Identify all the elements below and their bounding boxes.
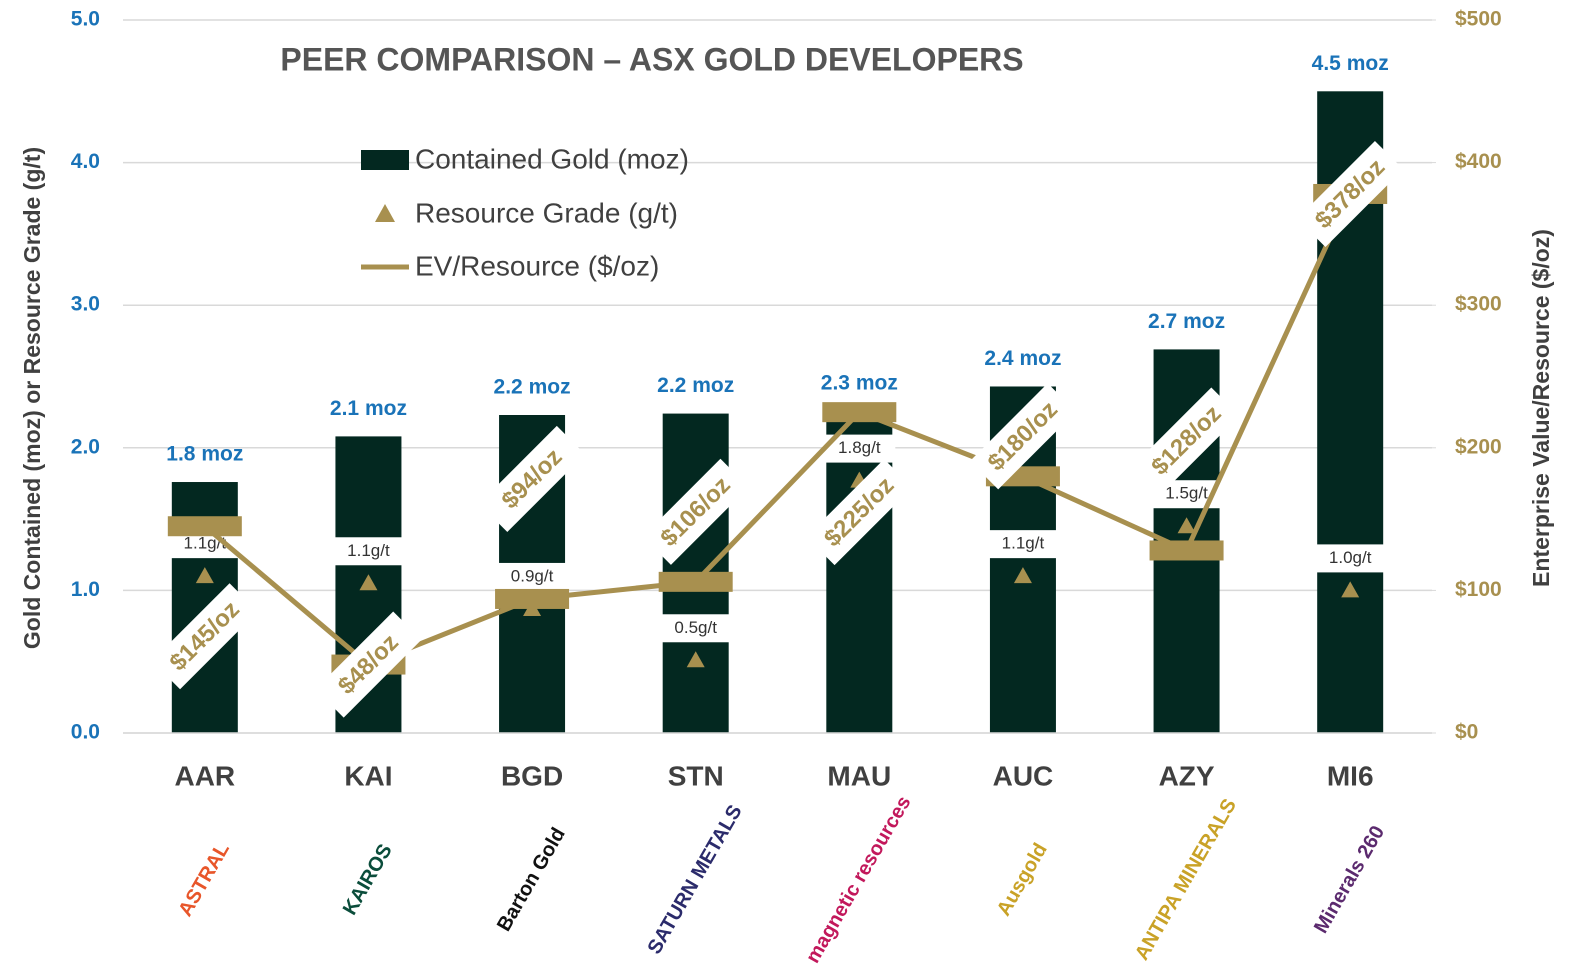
x-tick-label: AZY bbox=[1159, 760, 1215, 791]
grade-label-box bbox=[332, 537, 405, 566]
grade-value-label: 1.5g/t bbox=[1165, 484, 1208, 503]
x-tick-label: MI6 bbox=[1327, 760, 1374, 791]
ev-label-box bbox=[1297, 140, 1404, 248]
legend-label: Contained Gold (moz) bbox=[415, 143, 689, 174]
bar-value-label: 2.7 moz bbox=[1148, 310, 1225, 333]
grade-marker bbox=[686, 651, 705, 668]
grade-value-label: 1.1g/t bbox=[1002, 534, 1045, 553]
ev-label-box bbox=[479, 425, 586, 532]
grade-marker bbox=[1177, 517, 1196, 534]
bar-value-label: 4.5 moz bbox=[1312, 52, 1389, 75]
grade-label-box bbox=[986, 530, 1059, 559]
ev-label-box bbox=[151, 583, 258, 690]
legend-swatch bbox=[375, 204, 395, 222]
company-logo: KAIROS bbox=[339, 840, 397, 918]
y-tick-label: 2.0 bbox=[71, 435, 100, 458]
grade-marker bbox=[359, 574, 378, 591]
y-axis-label: Gold Contained (moz) or Resource Grade (… bbox=[19, 147, 45, 649]
x-tick-label: STN bbox=[668, 760, 724, 791]
ev-label-box bbox=[806, 459, 913, 566]
company-logo: Barton Gold bbox=[493, 824, 570, 935]
bar-value-label: 2.3 moz bbox=[821, 371, 898, 394]
legend-label: EV/Resource ($/oz) bbox=[415, 250, 659, 281]
x-tick-label: KAI bbox=[344, 760, 392, 791]
grade-value-label: 0.9g/t bbox=[511, 566, 554, 585]
ev-marker bbox=[822, 402, 897, 423]
grade-value-label: 0.5g/t bbox=[674, 618, 717, 637]
ev-marker bbox=[1149, 540, 1224, 561]
company-logo: ANTIPA MINERALS bbox=[1131, 795, 1241, 964]
ev-marker bbox=[167, 516, 242, 537]
y2-tick-label: $300 bbox=[1455, 293, 1502, 316]
ev-marker bbox=[658, 571, 733, 592]
y2-tick-label: $0 bbox=[1455, 721, 1478, 744]
ev-label-box bbox=[969, 383, 1076, 490]
bar-value-label: 2.2 moz bbox=[657, 374, 734, 397]
grade-marker bbox=[1341, 581, 1360, 598]
company-logo: ASTRAL bbox=[174, 839, 234, 920]
bar-value-label: 2.4 moz bbox=[984, 347, 1061, 370]
company-logo: Minerals 260 bbox=[1310, 822, 1389, 937]
y2-tick-label: $400 bbox=[1455, 150, 1502, 173]
legend-label: Resource Grade (g/t) bbox=[415, 197, 678, 228]
y2-tick-label: $500 bbox=[1455, 8, 1502, 31]
y-tick-label: 4.0 bbox=[71, 150, 100, 173]
chart-title: PEER COMPARISON – ASX GOLD DEVELOPERS bbox=[280, 41, 1023, 77]
grade-marker bbox=[1013, 567, 1032, 584]
company-logo: SATURN METALS bbox=[644, 801, 747, 958]
y-tick-label: 1.0 bbox=[71, 578, 100, 601]
ev-label: $48/oz bbox=[315, 611, 422, 718]
grade-label-box bbox=[1314, 544, 1387, 573]
legend-swatch bbox=[361, 150, 409, 170]
ev-label-box bbox=[315, 611, 422, 718]
grade-value-label: 1.0g/t bbox=[1329, 548, 1372, 567]
company-logo: Ausgold bbox=[993, 839, 1052, 919]
grade-value-label: 1.8g/t bbox=[838, 438, 881, 457]
y2-axis-label: Enterprise Value/Resource ($/oz) bbox=[1528, 229, 1554, 587]
y-tick-label: 0.0 bbox=[71, 721, 100, 744]
y-tick-label: 5.0 bbox=[71, 8, 100, 31]
x-tick-label: AUC bbox=[993, 760, 1054, 791]
y2-tick-label: $200 bbox=[1455, 435, 1502, 458]
ev-marker bbox=[495, 588, 570, 609]
bar-value-label: 2.1 moz bbox=[330, 397, 407, 420]
x-tick-label: MAU bbox=[827, 760, 891, 791]
bar-value-label: 1.8 moz bbox=[166, 443, 243, 466]
y2-tick-label: $100 bbox=[1455, 578, 1502, 601]
company-logo: magnetic resources bbox=[802, 792, 916, 967]
ev-label-box bbox=[1133, 387, 1240, 494]
grade-label-box bbox=[659, 614, 732, 643]
bar-value-label: 2.2 moz bbox=[494, 376, 571, 399]
grade-label-box bbox=[496, 562, 569, 591]
y-tick-label: 3.0 bbox=[71, 293, 100, 316]
grade-value-label: 1.1g/t bbox=[347, 541, 390, 560]
grade-marker bbox=[195, 567, 214, 584]
x-tick-label: AAR bbox=[174, 760, 235, 791]
x-tick-label: BGD bbox=[501, 760, 563, 791]
ev-label-box bbox=[642, 458, 749, 565]
